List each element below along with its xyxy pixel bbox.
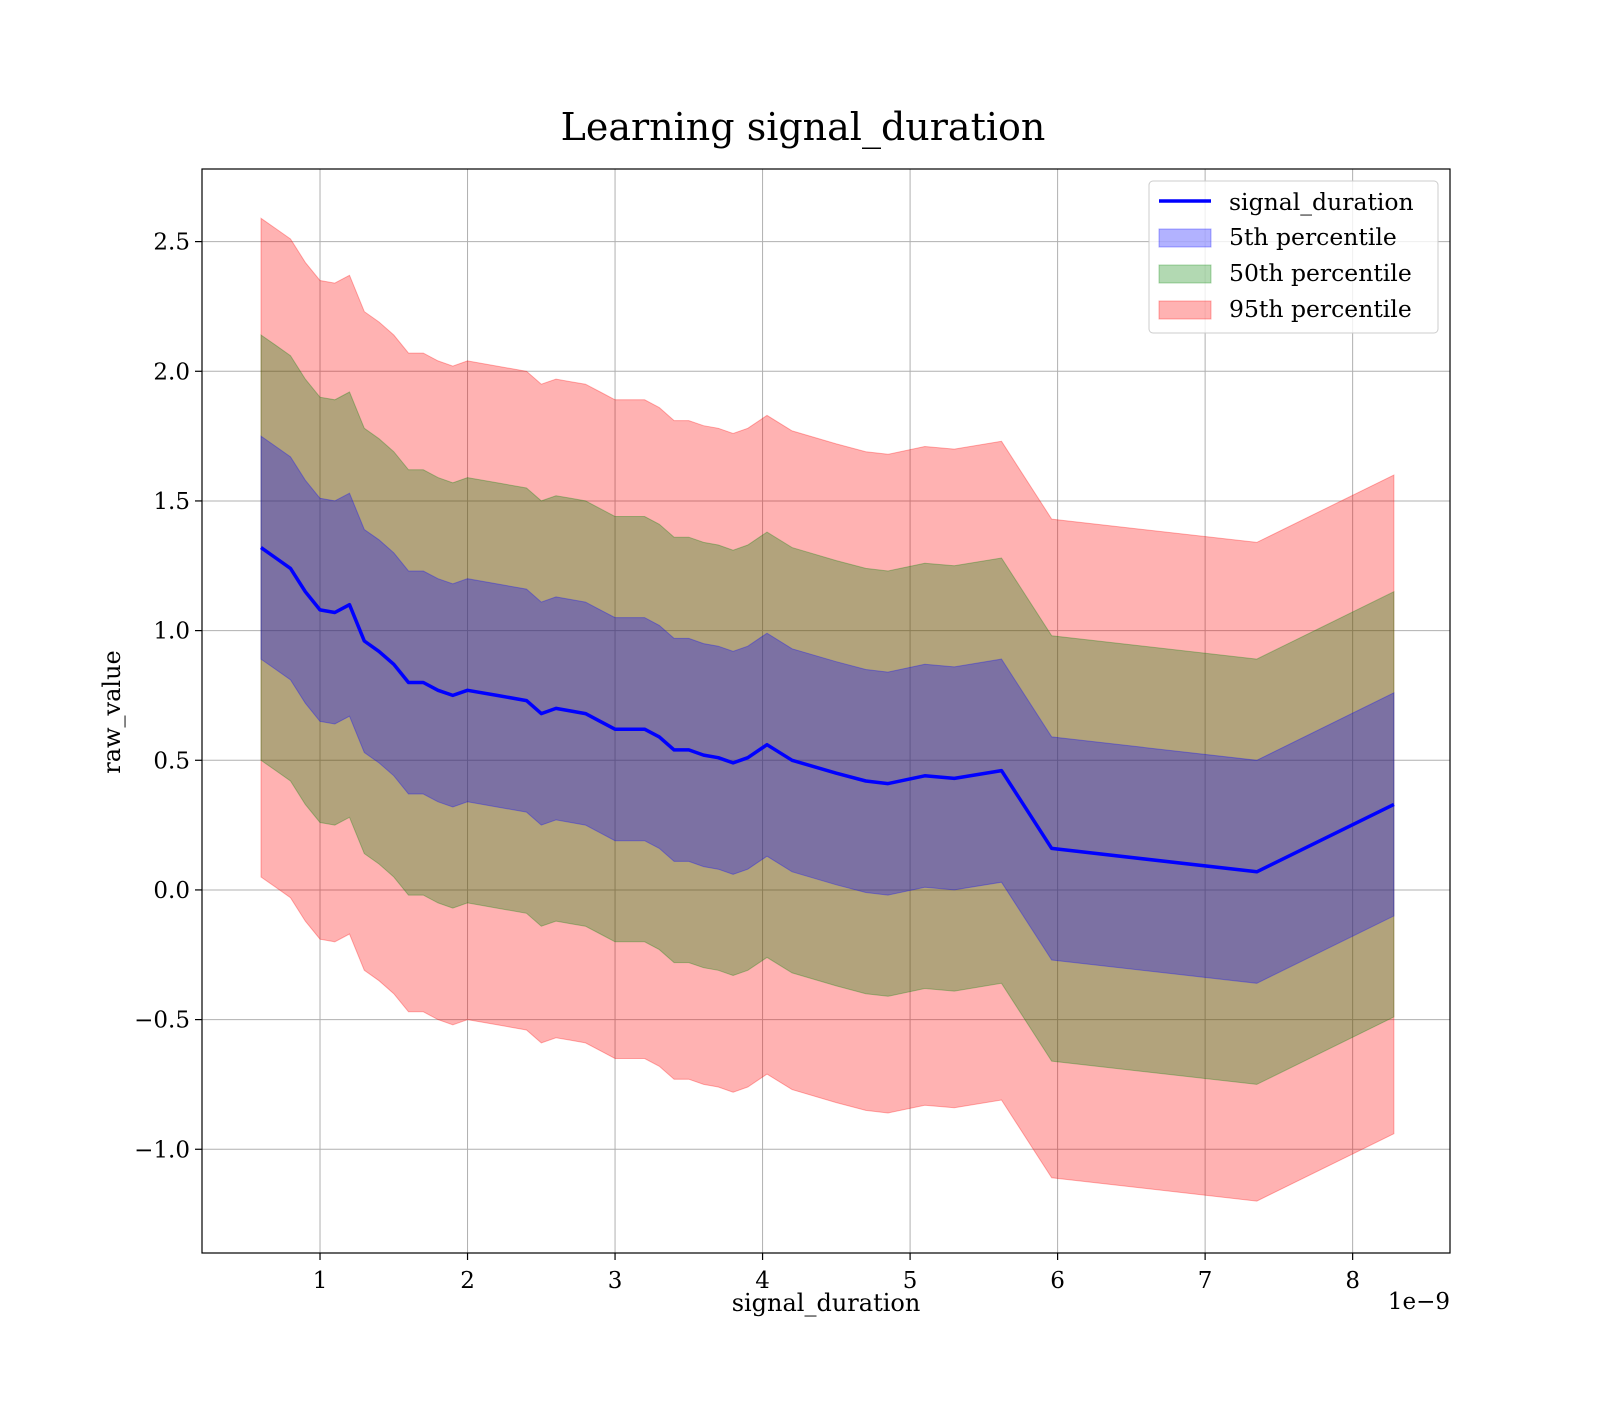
x-tick-label: 6 bbox=[1050, 1268, 1065, 1294]
x-tick-label: 7 bbox=[1198, 1268, 1213, 1294]
y-axis-label: raw_value bbox=[98, 650, 126, 774]
legend-label-line: signal_duration bbox=[1229, 188, 1414, 216]
y-tick-label: 1.0 bbox=[153, 619, 190, 645]
legend-label-95th: 95th percentile bbox=[1229, 295, 1412, 323]
legend-label-50th: 50th percentile bbox=[1229, 259, 1412, 287]
y-tick-label: 0.5 bbox=[153, 748, 190, 774]
legend: signal_duration 5th percentile 50th perc… bbox=[1149, 181, 1438, 333]
x-tick-label: 2 bbox=[460, 1268, 475, 1294]
legend-swatch-50th bbox=[1159, 265, 1211, 283]
x-axis-label: signal_duration bbox=[732, 1289, 921, 1317]
legend-label-5th: 5th percentile bbox=[1229, 223, 1397, 251]
y-tick-label: 0.0 bbox=[153, 878, 190, 904]
x-tick-label: 8 bbox=[1345, 1268, 1360, 1294]
y-tick-label: −0.5 bbox=[134, 1008, 190, 1034]
x-tick-label: 3 bbox=[608, 1268, 623, 1294]
chart-title: Learning signal_duration bbox=[561, 105, 1046, 150]
legend-swatch-95th bbox=[1159, 301, 1211, 319]
y-tick-label: −1.0 bbox=[134, 1137, 190, 1163]
x-tick-label: 1 bbox=[313, 1268, 328, 1294]
band-layer bbox=[261, 218, 1394, 1201]
y-tick-label: 1.5 bbox=[153, 489, 190, 515]
legend-swatch-5th bbox=[1159, 229, 1211, 247]
x-axis-offset-label: 1e−9 bbox=[1388, 1289, 1450, 1315]
y-tick-label: 2.5 bbox=[153, 230, 190, 256]
y-tick-label: 2.0 bbox=[153, 359, 190, 385]
y-axis-ticks: −1.0 −0.5 0.0 0.5 1.0 1.5 2.0 2.5 bbox=[134, 230, 202, 1164]
